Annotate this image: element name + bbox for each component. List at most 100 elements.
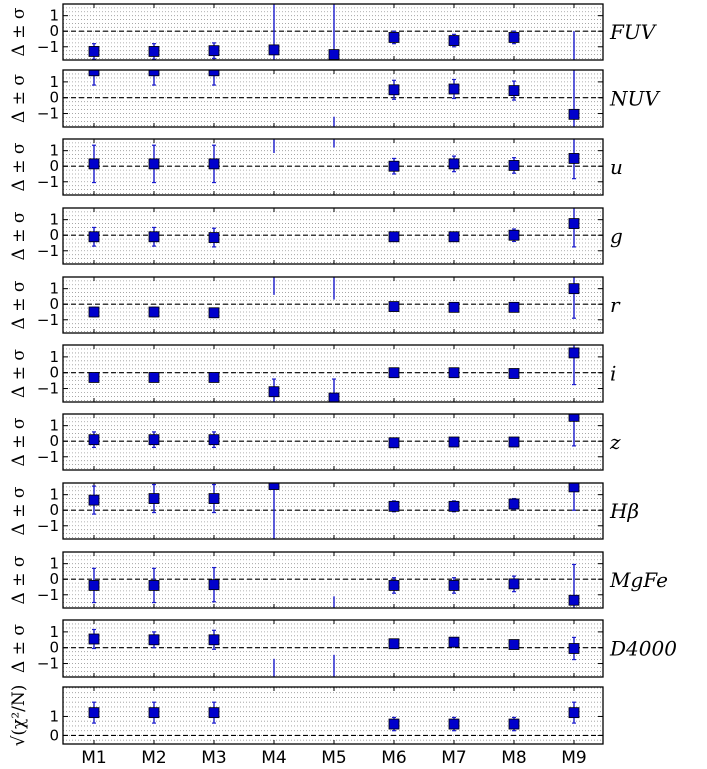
data-marks — [88, 345, 580, 402]
data-point — [568, 347, 580, 359]
ytick-label: −1 — [37, 586, 59, 604]
data-point — [148, 70, 160, 77]
panel-label: i — [610, 362, 616, 386]
data-point — [508, 578, 520, 590]
data-point — [388, 84, 400, 96]
xtick-label: M1 — [81, 748, 106, 768]
data-point — [508, 301, 520, 313]
panel-label: MgFe — [609, 568, 668, 592]
y-axis-label: Δ ± σ — [9, 486, 29, 535]
data-point — [448, 636, 460, 648]
ytick-label: 1 — [49, 142, 59, 160]
data-point — [148, 158, 160, 170]
panel-label: NUV — [609, 87, 661, 111]
grid-lines — [63, 7, 603, 59]
panel-r: 10−1 Δ ± σ r — [9, 276, 621, 334]
xtick-label: M2 — [141, 748, 166, 768]
data-point — [508, 85, 520, 96]
ytick-label: 1 — [49, 348, 59, 366]
data-point — [268, 386, 280, 398]
data-point — [88, 306, 100, 318]
data-point — [508, 160, 520, 171]
data-point — [208, 70, 220, 77]
data-point — [148, 231, 160, 243]
data-marks — [88, 563, 580, 608]
ytick-label: 1 — [49, 555, 59, 573]
ytick-label: 0 — [49, 501, 59, 519]
data-point — [88, 434, 100, 446]
data-point — [568, 707, 580, 719]
data-point — [388, 160, 400, 172]
ytick-label: 0 — [49, 726, 59, 744]
data-point — [568, 108, 580, 120]
data-marks — [88, 4, 575, 60]
ytick-label: 0 — [49, 295, 59, 313]
panel-label: D4000 — [609, 637, 677, 661]
y-axis-label: Δ ± σ — [9, 624, 29, 673]
xtick-label: M5 — [321, 748, 346, 768]
data-point — [388, 32, 400, 43]
data-point — [208, 158, 220, 170]
ytick-label: −1 — [37, 242, 59, 260]
grid-lines — [63, 623, 603, 676]
panel-frame — [62, 619, 604, 678]
data-point — [388, 301, 400, 312]
panel-frame — [62, 686, 604, 745]
data-point — [448, 718, 460, 730]
data-point — [448, 301, 460, 313]
data-marks — [88, 208, 580, 248]
panel-FUV: 10−1 Δ ± σ FUV — [9, 3, 658, 61]
grid-lines — [63, 73, 603, 126]
grid-lines — [63, 555, 603, 607]
data-point — [208, 707, 220, 719]
panel-label: r — [610, 293, 621, 317]
data-point — [508, 718, 520, 730]
data-point — [88, 633, 100, 645]
grid-lines — [63, 211, 603, 263]
ytick-label: −1 — [37, 173, 59, 191]
data-point — [148, 580, 160, 591]
panel-frame — [62, 344, 604, 403]
ytick-label: 1 — [49, 707, 59, 725]
data-point — [388, 437, 400, 449]
data-point — [388, 718, 400, 730]
data-point — [448, 367, 460, 379]
data-point — [88, 494, 100, 506]
panel-frame — [62, 138, 604, 196]
ytick-label: 1 — [49, 486, 59, 504]
data-point — [148, 634, 160, 646]
panel-D4000: 10−1 Δ ± σ D4000 — [9, 619, 677, 678]
xtick-label: M9 — [561, 748, 586, 768]
data-point — [508, 229, 520, 241]
data-point — [508, 32, 520, 43]
panel-i: 10−1 Δ ± σ i — [9, 344, 616, 403]
data-point — [448, 83, 460, 95]
data-point — [88, 231, 100, 243]
ytick-label: −1 — [37, 655, 59, 673]
panel-frame — [62, 69, 604, 128]
ytick-label: 0 — [49, 639, 59, 657]
data-point — [148, 493, 160, 504]
panel-label: FUV — [609, 20, 658, 44]
ytick-label: 0 — [49, 22, 59, 40]
y-axis-label: Δ ± σ — [9, 417, 29, 466]
grid-lines — [63, 486, 603, 538]
grid-lines — [63, 687, 603, 741]
y-axis-label: Δ ± σ — [9, 555, 29, 604]
y-axis-label: √(χ²/N) — [9, 685, 29, 747]
data-point — [448, 436, 460, 448]
data-point — [448, 158, 460, 170]
data-point — [448, 231, 460, 243]
panel-frame — [62, 3, 604, 61]
ytick-label: 1 — [49, 7, 59, 25]
data-marks — [88, 628, 580, 677]
data-point — [148, 46, 160, 57]
data-marks — [88, 277, 580, 319]
data-point — [508, 639, 520, 650]
grid-lines — [63, 417, 603, 469]
ytick-label: 0 — [49, 157, 59, 175]
ytick-label: 0 — [49, 89, 59, 107]
xtick-label: M8 — [501, 748, 526, 768]
data-point — [148, 372, 160, 383]
